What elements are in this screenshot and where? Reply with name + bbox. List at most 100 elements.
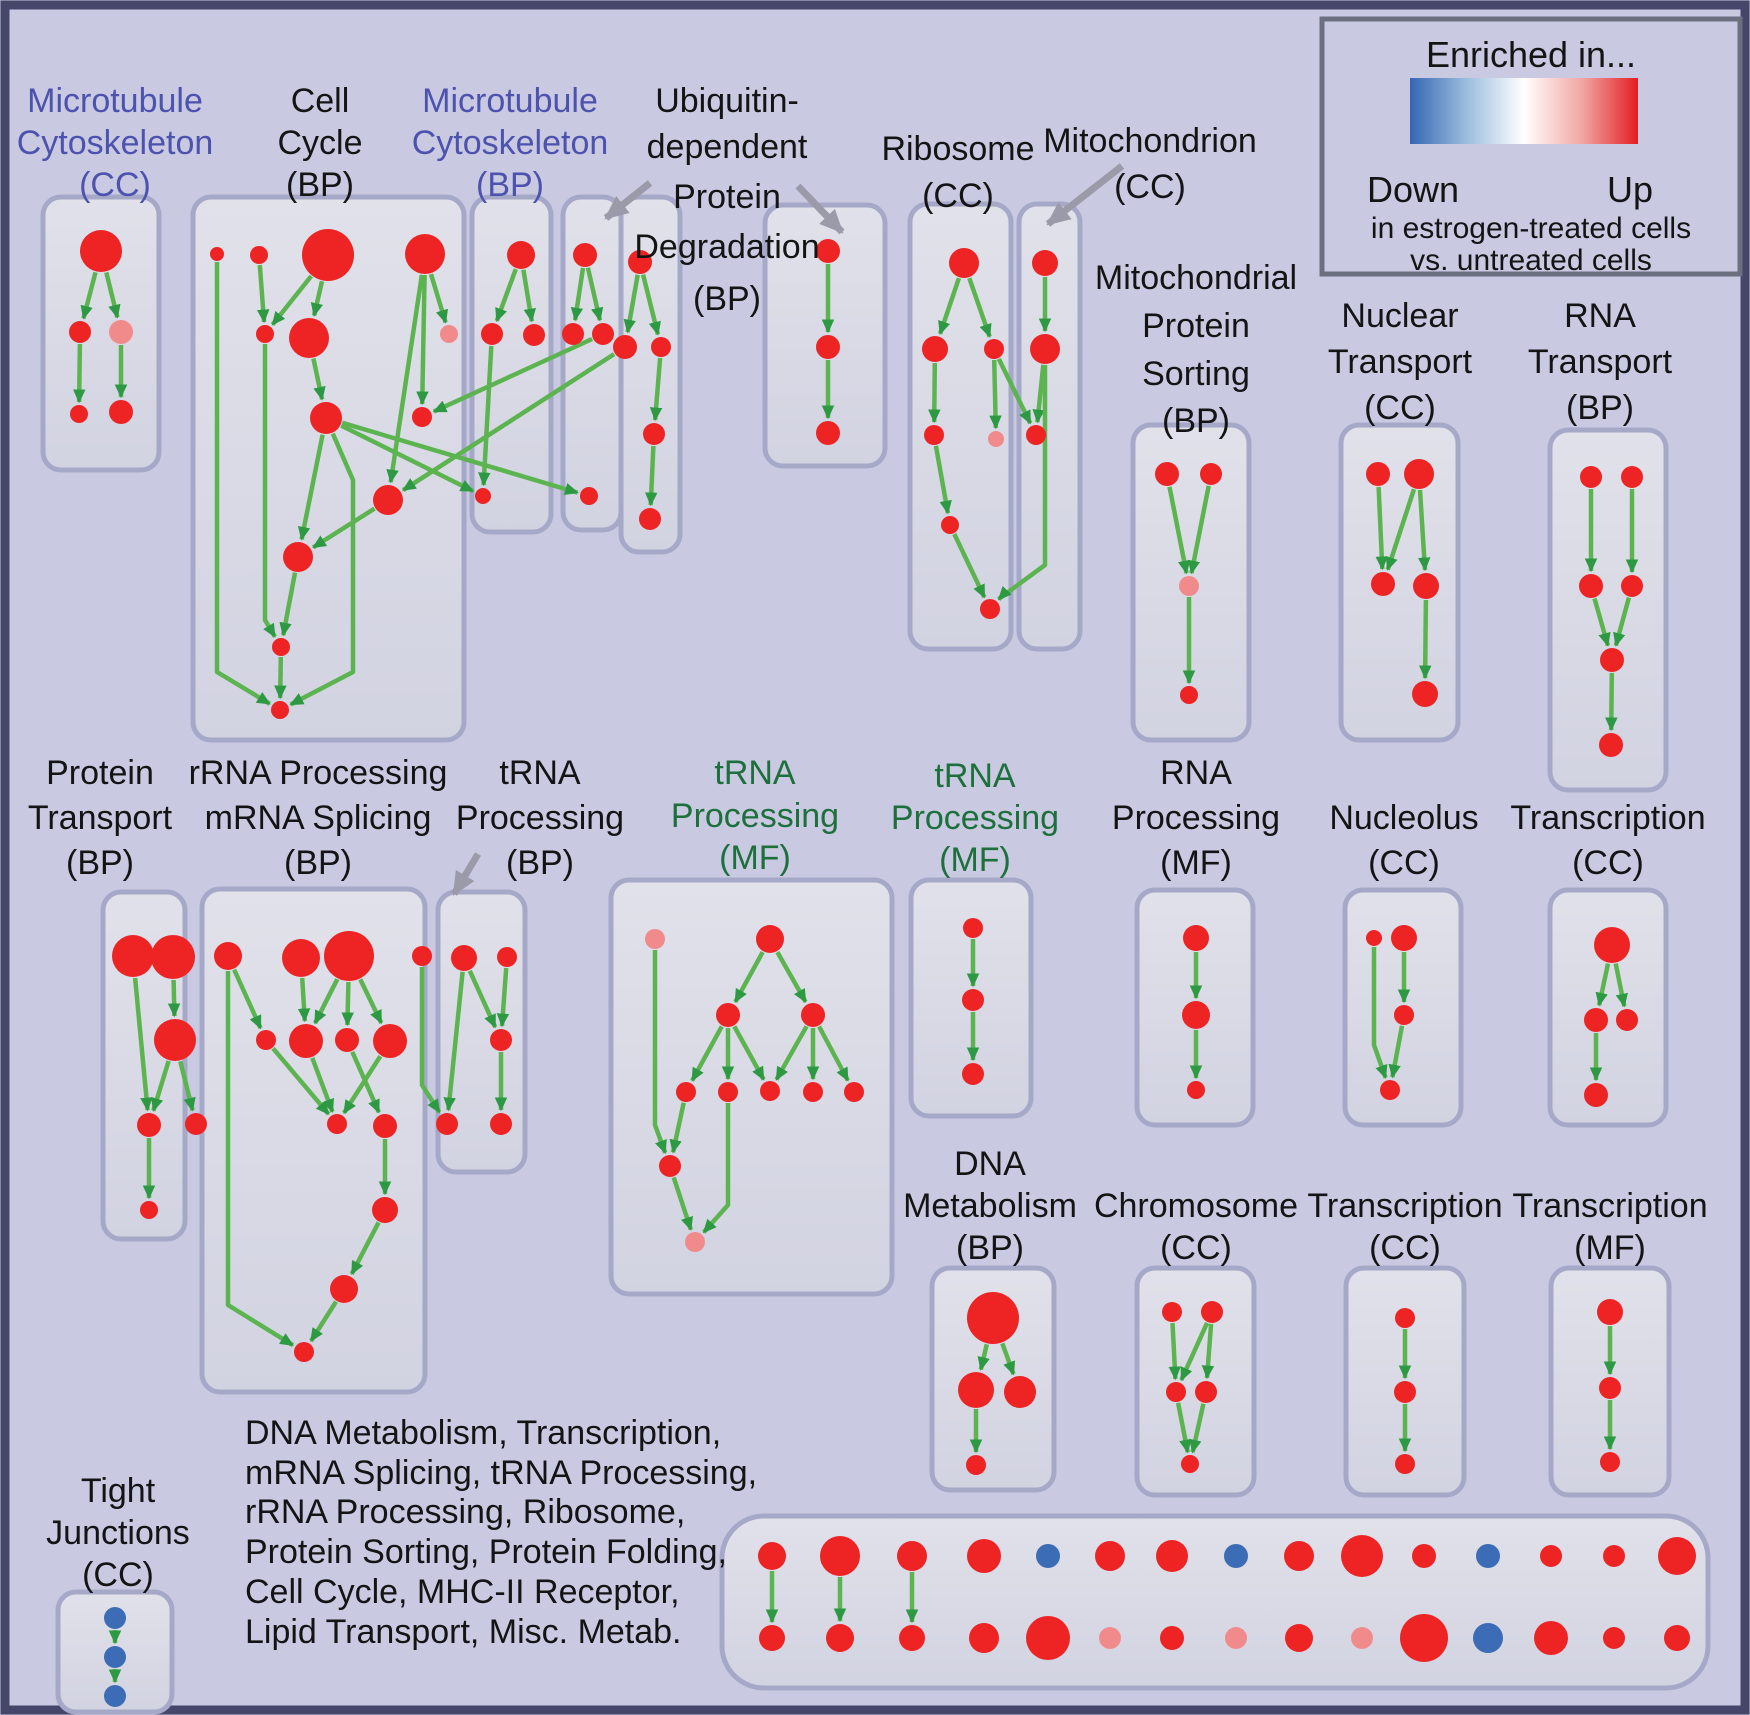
trna-processing-mf-large-node-2 (716, 1003, 740, 1027)
cell-cycle-bp-edge (256, 264, 270, 324)
mitochondrial-protein-sorting-bp-node-1 (1200, 463, 1222, 485)
ribosome-cc-edge (989, 359, 1002, 430)
bottom-band-top-node-6 (1156, 1540, 1188, 1572)
mitochondrial-protein-sorting-bp-node-2 (1179, 576, 1199, 596)
trna-processing-mf-large-edge (732, 1025, 766, 1081)
dna-metabolism-bp-edge (1000, 1342, 1016, 1376)
rrna-processing-mrna-splicing-bp-node-10 (372, 1197, 398, 1223)
trna-processing-mf-large-node-8 (844, 1082, 864, 1102)
ubiquitin-degradation-box-2-edge (640, 274, 661, 336)
rna-transport-bp-node-1 (1621, 466, 1643, 488)
cell-cycle-bp-node-1 (250, 246, 268, 264)
bottom-band-bottom-node-8 (1285, 1624, 1313, 1652)
protein-transport-bp-node-4 (185, 1113, 207, 1135)
bottom-band-bottom-node-6 (1160, 1626, 1184, 1650)
rna-transport-bp-node-0 (1580, 466, 1602, 488)
ubiquitin-label-label-line-0: Ubiquitin- (655, 82, 799, 120)
rrna-processing-mrna-splicing-bp-edge (310, 1057, 335, 1113)
ubiquitin-degradation-box-1-edge (570, 267, 586, 322)
trna-processing-mf-large-edge (669, 1102, 686, 1154)
cross-edge-1 (341, 420, 579, 496)
bottom-band-top-node-10 (1412, 1544, 1436, 1568)
bottom-band-top-node-4 (1036, 1544, 1060, 1568)
microtubule-cytoskeleton-bp-node-0 (507, 241, 535, 269)
ribosome-cc-label-line-1: (CC) (922, 177, 994, 215)
ubiquitin-degradation-box-2-node-0 (628, 250, 652, 274)
rrna-processing-mrna-splicing-bp-edge (309, 1300, 338, 1343)
cell-cycle-bp-node-6 (440, 325, 458, 343)
rna-transport-bp-node-5 (1599, 733, 1623, 757)
trna-processing-mf-large-box (608, 877, 895, 1297)
bottom-band-top-node-7 (1224, 1544, 1248, 1568)
nucleolus-cc-node-3 (1380, 1080, 1400, 1100)
ubiquitin-degradation-box-1-edge (585, 267, 604, 322)
trna-processing-mf-large-node-6 (760, 1081, 780, 1101)
rrna-processing-mrna-splicing-bp-node-2 (324, 931, 374, 981)
ubiquitin-degradation-box-2-edge (623, 274, 640, 334)
rna-transport-bp-edge (1613, 597, 1632, 647)
rrna-processing-mrna-splicing-bp-edge (358, 978, 384, 1025)
ubiquitin-degradation-box-2-node-4 (639, 508, 661, 530)
ribosome-cc-node-3 (924, 425, 944, 445)
nuclear-transport-cc-edge (1417, 489, 1431, 572)
microtubule-cytoskeleton-cc-node-0 (80, 230, 122, 272)
transcription-cc-upper-node-1 (1584, 1008, 1608, 1032)
cell-cycle-bp-edge (262, 344, 277, 638)
chromosome-cc-node-0 (1162, 1302, 1182, 1322)
nuclear-transport-cc-node-1 (1404, 459, 1434, 489)
trna-processing-mf-large-node-4 (676, 1082, 696, 1102)
trna-processing-mf-large-node-1 (756, 925, 784, 953)
microtubule-cytoskeleton-bp-label-line-1: Cytoskeleton (412, 124, 609, 162)
mitochondrial-protein-sorting-bp-edge (1187, 485, 1211, 575)
rrna-processing-mrna-splicing-bp-node-6 (335, 1028, 359, 1052)
nuclear-transport-cc-label-line-1: Transport (1328, 343, 1473, 381)
cell-cycle-bp-node-11 (272, 638, 290, 656)
ribosome-cc-box (907, 201, 1014, 652)
tight-junctions-cc-label-line-1: Junctions (46, 1514, 190, 1552)
rrna-processing-mrna-splicing-bp-edge (342, 1054, 383, 1115)
bottom-band-top-node-2 (897, 1541, 927, 1571)
trna-processing-mf-large-edge (817, 1025, 850, 1082)
transcription-cc-upper-label-line-1: (CC) (1572, 844, 1644, 882)
layer-nodes (69, 229, 1696, 1707)
ubiquitin-label-label-line-3: Degradation (634, 228, 819, 266)
trna-processing-mf-small-label-line-2: (MF) (939, 841, 1011, 879)
dna-metabolism-bp-node-0 (967, 1292, 1019, 1344)
rrna-processing-mrna-splicing-bp-node-11 (330, 1275, 358, 1303)
ribosome-cc-label-line-0: Ribosome (881, 130, 1034, 168)
trna-processing-bp-node-2 (490, 1029, 512, 1051)
chromosome-cc-label-line-0: Chromosome (1094, 1187, 1298, 1225)
rna-transport-bp-label-line-2: (BP) (1566, 389, 1634, 427)
mitochondrial-protein-sorting-bp-edge (1167, 486, 1191, 575)
layer-edges (73, 163, 1639, 1684)
rrna-processing-mrna-splicing-bp-node-5 (289, 1024, 323, 1058)
cell-cycle-bp-node-3 (405, 234, 445, 274)
dna-metabolism-bp-node-3 (966, 1455, 986, 1475)
cell-cycle-bp-label-line-1: Cycle (277, 124, 362, 162)
bottom-band-top-node-14 (1658, 1537, 1696, 1575)
transcription-cc-upper-node-0 (1594, 927, 1630, 963)
mitochondrial-protein-sorting-bp-label-line-2: Sorting (1142, 355, 1250, 393)
bottom-band-bottom-node-1 (826, 1624, 854, 1652)
legend-subtitle-1: in estrogen-treated cells (1371, 212, 1691, 245)
rrna-processing-mrna-splicing-bp-edge (349, 1221, 381, 1276)
rrna-processing-mrna-splicing-bp-node-1 (282, 939, 320, 977)
transcription-mf-node-2 (1600, 1452, 1620, 1472)
rrna-processing-mrna-splicing-bp-edge (341, 981, 354, 1027)
rna-transport-bp-edge (1605, 672, 1618, 732)
cell-cycle-bp-edge (386, 274, 425, 484)
cell-cycle-bp-node-9 (373, 485, 403, 515)
rrna-processing-mrna-splicing-bp-edge (232, 968, 263, 1030)
rrna-processing-mrna-splicing-bp-edge (271, 1046, 331, 1116)
microtubule-cytoskeleton-bp-edge (521, 269, 536, 323)
chromosome-cc-label-line-1: (CC) (1160, 1229, 1232, 1267)
bottom-band-top-node-8 (1284, 1541, 1314, 1571)
chromosome-cc-box (1134, 1265, 1257, 1498)
cell-cycle-bp-node-12 (271, 701, 289, 719)
chromosome-cc-edge (1189, 1403, 1206, 1454)
tight-junctions-cc-label-line-0: Tight (81, 1472, 156, 1510)
microtubule-cytoskeleton-bp-label-line-0: Microtubule (422, 82, 598, 120)
ubiquitin-degradation-box-2-node-2 (651, 337, 671, 357)
ubiquitin-degradation-box-1-node-2 (592, 323, 614, 345)
nucleolus-cc-node-1 (1391, 925, 1417, 951)
